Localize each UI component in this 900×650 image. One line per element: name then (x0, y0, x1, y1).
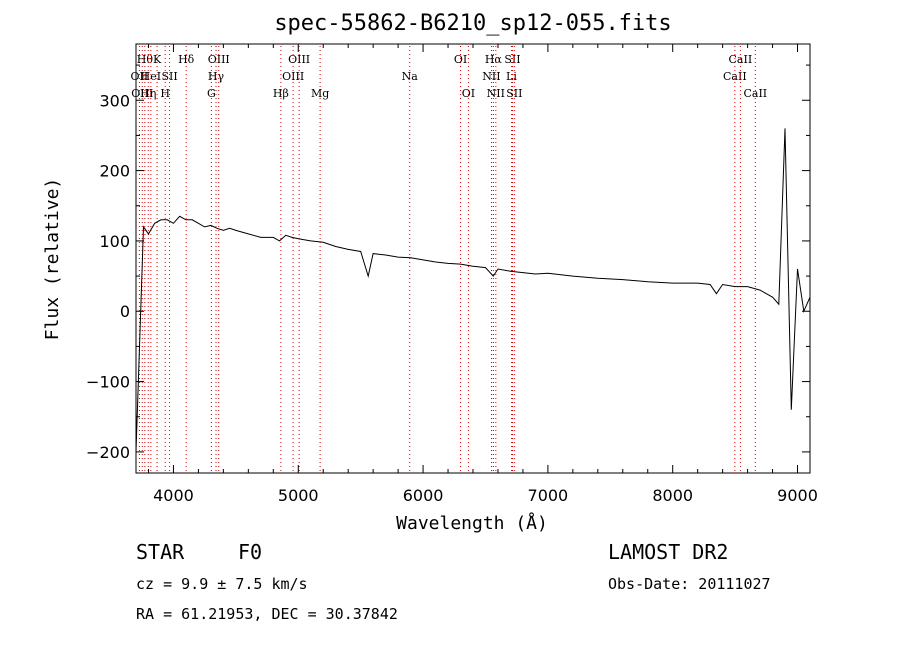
y-tick-label: −100 (86, 373, 130, 392)
chart-title: spec-55862-B6210_sp12-055.fits (274, 11, 671, 36)
marker-label: NII (482, 70, 500, 83)
marker-label: K (153, 53, 162, 66)
observation-date: Obs-Date: 20111027 (608, 575, 771, 593)
x-tick-label: 9000 (777, 486, 818, 505)
y-tick-label: −200 (86, 443, 130, 462)
marker-label: H (160, 87, 170, 100)
marker-label: Hγ (208, 70, 225, 83)
object-subclass: F0 (238, 540, 263, 564)
marker-label: Hθ (137, 53, 154, 66)
marker-label: Hδ (178, 53, 195, 66)
marker-label: Na (402, 70, 419, 83)
marker-label: OI (462, 87, 475, 100)
emission-line-markers: OIIOIIIHθHηHeIKHSIIHδGHγOIIIHβOIIIOIIIMg… (131, 46, 767, 471)
marker-label: G (207, 87, 216, 100)
x-tick-label: 7000 (528, 486, 569, 505)
x-tick-label: 6000 (403, 486, 444, 505)
x-tick-label: 5000 (278, 486, 319, 505)
y-tick-label: 0 (120, 302, 130, 321)
marker-label: OI (454, 53, 467, 66)
survey-name: LAMOST DR2 (608, 540, 729, 564)
sky-coordinates: RA = 61.21953, DEC = 30.37842 (136, 605, 398, 623)
spectrum-series (135, 128, 811, 452)
marker-label: SII (506, 87, 522, 100)
marker-label: OII (131, 70, 149, 83)
y-tick-label: 300 (99, 91, 130, 110)
y-axis-label: Flux (relative) (42, 178, 63, 341)
marker-label: NII (487, 87, 505, 100)
object-class: STAR (136, 540, 185, 564)
y-tick-label: 100 (99, 232, 130, 251)
marker-label: CaII (743, 87, 767, 100)
marker-label: Hη (140, 87, 156, 100)
marker-label: Hα (485, 53, 503, 66)
axis-ticks: 4000 5000 6000 7000 8000 9000 −200 −100 0 100 200 3… (86, 44, 818, 505)
marker-label: Mg (311, 87, 329, 100)
marker-label: CaII (723, 70, 747, 83)
marker-label: OIII (208, 53, 230, 66)
x-axis-label: Wavelength (Å) (396, 512, 548, 534)
marker-label: Hβ (273, 87, 289, 100)
spectrum-line (135, 128, 811, 452)
marker-label: Li (506, 70, 517, 83)
marker-label: SII (161, 70, 177, 83)
plot-frame (135, 43, 811, 474)
marker-label: CaII (729, 53, 753, 66)
x-tick-label: 8000 (652, 486, 693, 505)
marker-label: HeI (141, 70, 161, 83)
marker-label: SII (504, 53, 520, 66)
y-tick-label: 200 (99, 162, 130, 181)
redshift-velocity: cz = 9.9 ± 7.5 km/s (136, 575, 308, 593)
marker-label: OIII (282, 70, 304, 83)
x-tick-label: 4000 (153, 486, 194, 505)
marker-label: OIII (288, 53, 310, 66)
